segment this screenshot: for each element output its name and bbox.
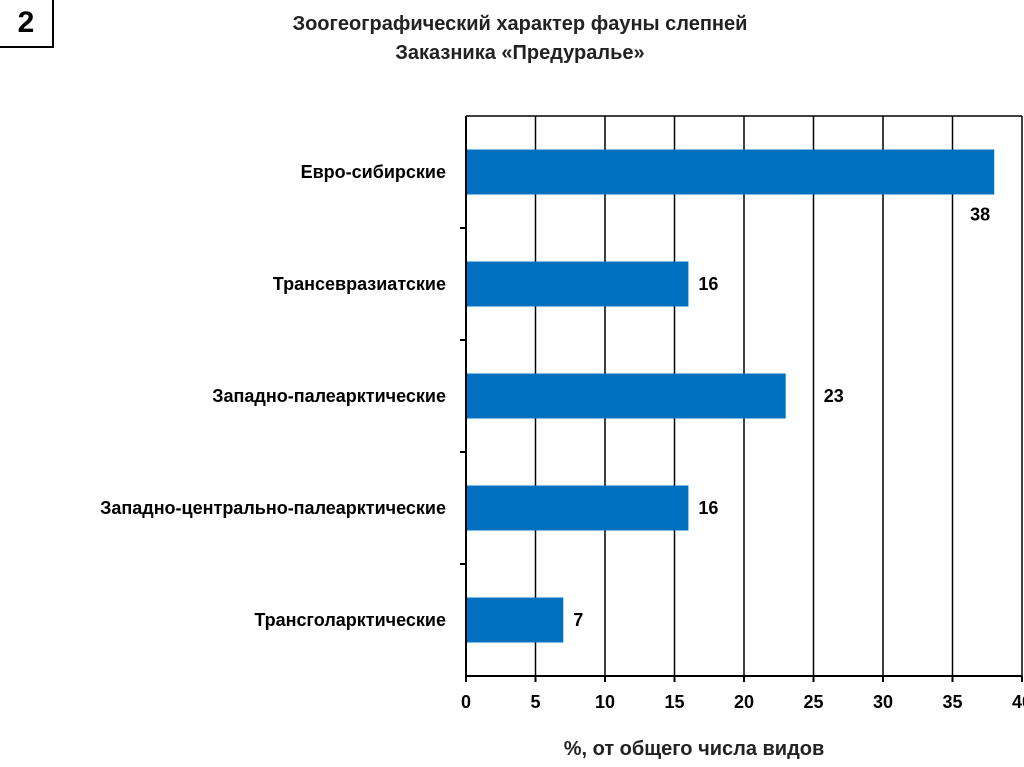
slide-number: 2 — [0, 0, 54, 48]
chart-title: Зоогеографический характер фауны слепней… — [200, 10, 840, 68]
x-tick-label-25: 25 — [803, 692, 823, 712]
value-label-2: 16 — [698, 274, 718, 294]
x-tick-label-0: 0 — [461, 692, 471, 712]
x-tick-label-35: 35 — [942, 692, 962, 712]
bar-1 — [466, 149, 995, 195]
category-label-2: Трансевразиатские — [273, 274, 446, 294]
x-tick-label-15: 15 — [664, 692, 684, 712]
x-tick-label-5: 5 — [530, 692, 540, 712]
chart-title-line-2: Заказника «Предуралье» — [395, 42, 645, 64]
axes — [460, 116, 1023, 682]
category-label-5: Трансголарктические — [254, 610, 446, 630]
category-label-4: Западно-центрально-палеарктические — [100, 498, 446, 518]
bar-2 — [466, 261, 689, 307]
x-axis-title: %, от общего числа видов — [564, 738, 825, 760]
value-label-5: 7 — [573, 610, 583, 630]
value-label-4: 16 — [698, 498, 718, 518]
chart-title-line-1: Зоогеографический характер фауны слепней — [292, 13, 748, 35]
x-tick-label-10: 10 — [595, 692, 615, 712]
x-tick-label-40: 40 — [1012, 692, 1024, 712]
value-label-1: 38 — [970, 205, 990, 225]
grid-lines — [466, 115, 1023, 676]
bar-3 — [466, 373, 786, 419]
x-tick-label-20: 20 — [734, 692, 754, 712]
bar-5 — [466, 597, 564, 643]
bars — [466, 149, 995, 643]
category-label-1: Евро-сибирские — [301, 162, 446, 182]
labels: 0 5 10 15 20 25 30 35 40 Евро-сибирские Трансевраз… — [100, 162, 1024, 712]
category-label-3: Западно-палеарктические — [212, 386, 446, 406]
value-label-3: 23 — [824, 386, 844, 406]
x-tick-label-30: 30 — [873, 692, 893, 712]
bar-4 — [466, 485, 689, 531]
